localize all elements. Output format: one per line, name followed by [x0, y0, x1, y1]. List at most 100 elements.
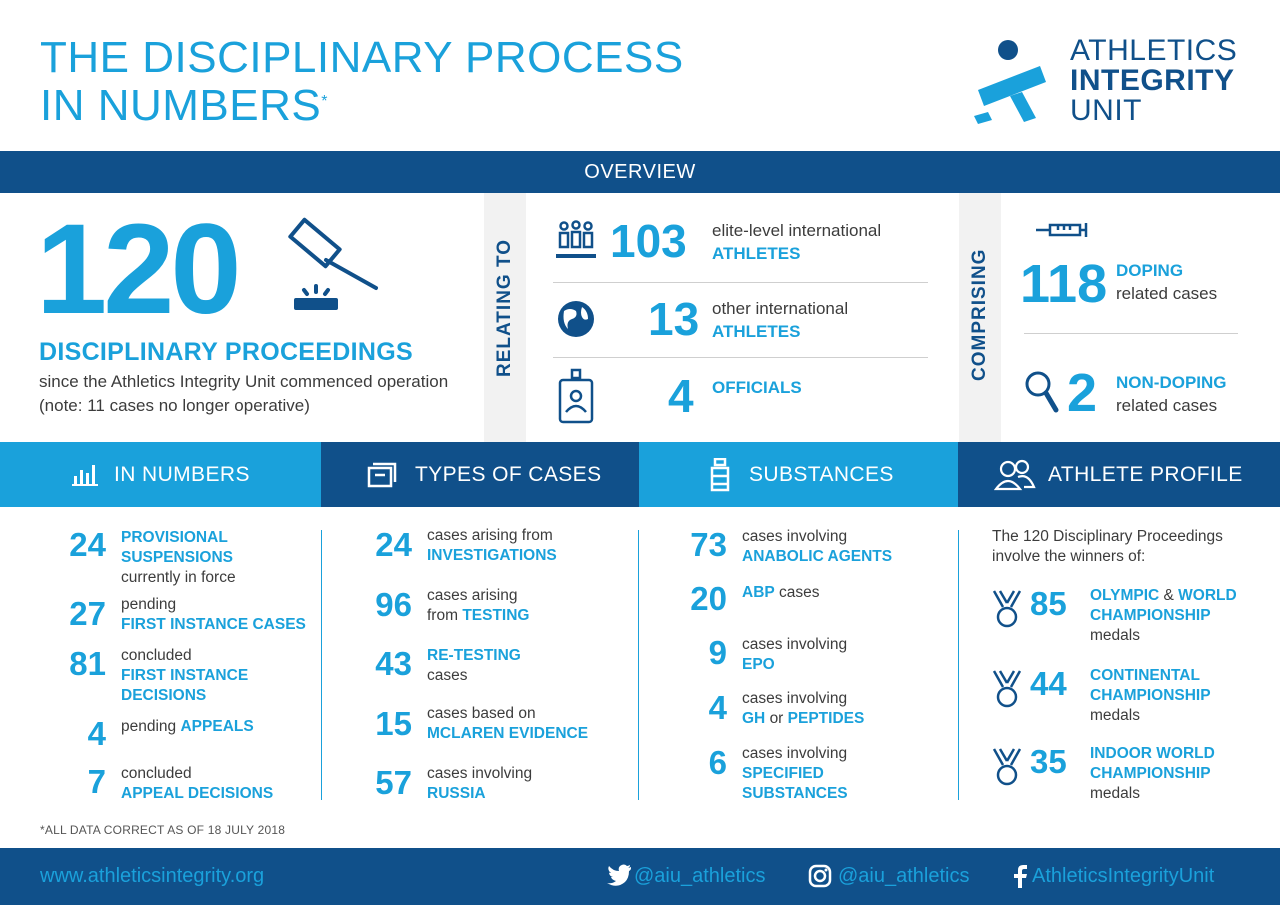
magnifier-icon [1025, 371, 1059, 413]
types-value: 57 [375, 764, 412, 801]
substances-text: cases involving SPECIFIED SUBSTANCES [742, 744, 848, 804]
types-text: cases involving RUSSIA [427, 764, 532, 804]
text-line: cases involving [742, 745, 848, 762]
substances-value: 73 [690, 526, 727, 563]
types-value: 24 [375, 526, 412, 563]
text-line: cases involving [742, 636, 848, 653]
substances-value: 6 [708, 744, 727, 781]
total-proceedings-number: 120 [36, 198, 242, 341]
data-note: *ALL DATA CORRECT AS OF 18 JULY 2018 [40, 823, 286, 837]
in-numbers-text: pending FIRST INSTANCE CASES [121, 595, 306, 635]
comprising-line: NON-DOPING [1116, 373, 1227, 392]
athletes-icon [556, 220, 596, 258]
text-line: TESTING [462, 607, 530, 624]
text-line: & [1163, 587, 1174, 604]
text-line: APPEALS [180, 718, 254, 735]
comprising-panel [959, 193, 1001, 442]
comprising-text-doping: DOPING related cases [1116, 259, 1217, 305]
substances-text: ABP cases [742, 583, 820, 603]
bottle-icon [710, 458, 730, 492]
logo-line-2: INTEGRITY [1070, 64, 1235, 97]
text-line: DECISIONS [121, 687, 207, 704]
column-divider [638, 530, 639, 800]
column-divider [958, 530, 959, 800]
relating-line: ATHLETES [712, 244, 801, 263]
text-line: INDOOR WORLD [1090, 745, 1215, 762]
text-line: FIRST INSTANCE CASES [121, 616, 306, 633]
text-line: SUBSTANCES [742, 785, 848, 802]
types-value: 15 [375, 705, 412, 742]
divider [553, 357, 928, 358]
types-value: 96 [375, 586, 412, 623]
types-text: RE-TESTING cases [427, 646, 521, 686]
relating-to-label: RELATING TO [494, 238, 515, 377]
section-athlete-profile: ATHLETE PROFILE [958, 442, 1280, 507]
text-line: WORLD [1178, 587, 1237, 604]
section-substances: SUBSTANCES [639, 442, 958, 507]
medal-icon [992, 590, 1022, 628]
substances-value: 4 [708, 689, 727, 726]
text-line: APPEAL DECISIONS [121, 785, 274, 802]
text-line: pending [121, 596, 177, 613]
relating-line: OFFICIALS [712, 378, 802, 397]
comprising-number-doping: 118 [1020, 254, 1108, 314]
text-line: or [769, 710, 784, 727]
relating-number-athletes-elite: 103 [610, 215, 687, 267]
text-line: CHAMPIONSHIP [1090, 687, 1211, 704]
text-line: medals [1090, 785, 1140, 802]
divider [1024, 333, 1238, 334]
title-asterisk: * [321, 93, 328, 110]
text-line: cases involving [742, 528, 848, 545]
relating-to-panel [484, 193, 526, 442]
website-link[interactable]: www.athleticsintegrity.org [40, 865, 265, 887]
text-line: OLYMPIC [1090, 587, 1160, 604]
folder-icon [367, 462, 397, 488]
text-line: CHAMPIONSHIP [1090, 765, 1211, 782]
relating-number-athletes-other: 13 [648, 293, 700, 345]
text-line: pending [121, 718, 177, 735]
text-line: cases [427, 667, 468, 684]
text-line: PROVISIONAL [121, 529, 228, 546]
relating-line: ATHLETES [712, 322, 801, 341]
facebook-handle[interactable]: AthleticsIntegrityUnit [1032, 865, 1215, 887]
in-numbers-value: 4 [87, 715, 106, 752]
text-line: CONTINENTAL [1090, 667, 1200, 684]
facebook-icon[interactable] [1013, 864, 1027, 888]
text-line: cases involving [427, 765, 533, 782]
text-line: SPECIFIED [742, 765, 824, 782]
text-line: FIRST INSTANCE [121, 667, 249, 684]
text-line: CHAMPIONSHIP [1090, 607, 1211, 624]
types-value: 43 [375, 645, 412, 682]
text-line: ANABOLIC AGENTS [742, 548, 893, 565]
aiu-logo-icon [974, 40, 1046, 124]
comprising-number-non-doping: 2 [1067, 363, 1098, 423]
section-label: SUBSTANCES [749, 463, 894, 486]
text-line: RE-TESTING [427, 647, 521, 664]
profile-text: CONTINENTAL CHAMPIONSHIP medals [1090, 666, 1211, 726]
profile-value: 85 [1030, 585, 1067, 622]
comprising-label: COMPRISING [969, 248, 990, 381]
relating-text-officials: OFFICIALS [712, 376, 802, 399]
users-icon [994, 459, 1036, 491]
twitter-handle[interactable]: @aiu_athletics [634, 865, 766, 887]
types-text: cases arising from INVESTIGATIONS [427, 526, 557, 566]
profile-text: OLYMPIC & WORLD CHAMPIONSHIP medals [1090, 586, 1237, 646]
logo-line-1: ATHLETICS [1070, 34, 1238, 67]
instagram-icon[interactable] [808, 864, 832, 888]
in-numbers-value: 7 [87, 763, 106, 800]
in-numbers-text: pending APPEALS [121, 717, 254, 737]
instagram-handle[interactable]: @aiu_athletics [838, 865, 970, 887]
title-line-1: THE DISCIPLINARY PROCESS [40, 33, 684, 82]
profile-intro: The 120 Disciplinary Proceedings involve… [992, 527, 1223, 567]
proceedings-label: DISCIPLINARY PROCEEDINGS [39, 338, 413, 366]
twitter-icon[interactable] [606, 864, 632, 886]
substances-value: 9 [708, 634, 727, 671]
substances-value: 20 [690, 580, 727, 617]
profile-value: 35 [1030, 743, 1067, 780]
text-line: ABP [742, 584, 775, 601]
footer: www.athleticsintegrity.org @aiu_athletic… [0, 848, 1280, 905]
text-line: involve the winners of: [992, 548, 1146, 565]
title-line-2: IN NUMBERS* [40, 81, 328, 130]
overview-header: OVERVIEW [0, 151, 1280, 193]
id-badge-icon [558, 368, 594, 424]
